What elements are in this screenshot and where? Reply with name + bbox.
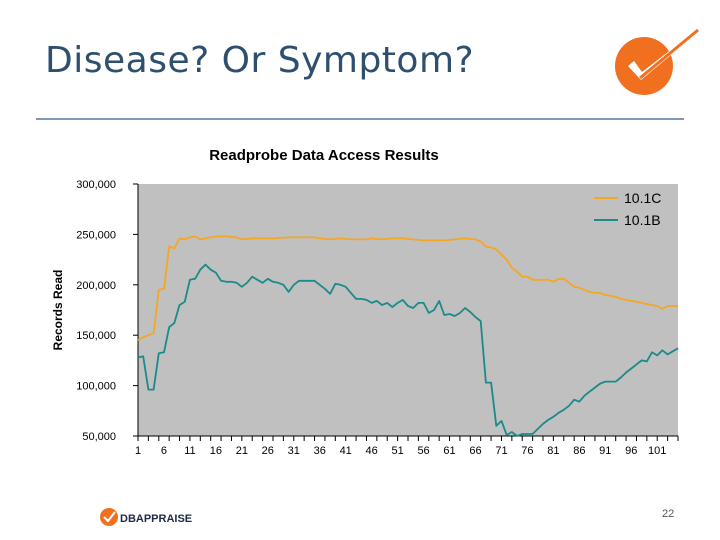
series-line-10-1B (137, 263, 679, 437)
chart-legend: 10.1C 10.1B (594, 190, 661, 228)
x-tick-label: 91 (599, 445, 611, 457)
y-tick-label: 150,000 (76, 330, 116, 342)
y-tick-label: 100,000 (76, 381, 116, 393)
x-tick-label: 16 (210, 445, 222, 457)
x-tick-label: 56 (417, 445, 429, 457)
x-tick-label: 66 (469, 445, 481, 457)
x-tick-label: 96 (625, 445, 637, 457)
y-tick-label: 50,000 (82, 431, 116, 443)
x-tick-label: 71 (495, 445, 507, 457)
axes-group: 50,000 100,000 150,000 200,000 250,000 300,00… (76, 179, 679, 457)
x-tick-label: 61 (443, 445, 455, 457)
x-tick-label: 41 (340, 445, 352, 457)
x-tick-label: 101 (648, 445, 666, 457)
series-line-10-1C (137, 235, 678, 341)
y-tick-label: 200,000 (76, 280, 116, 292)
readprobe-line-chart: Readprobe Data Access Results Records Re… (51, 147, 679, 457)
footer-logo-text: DBAPPRAISE (120, 513, 192, 525)
footer-check-icon (103, 511, 116, 523)
x-tick-label: 21 (236, 445, 248, 457)
x-tick-label: 31 (288, 445, 300, 457)
dbappraise-logo: DBAPPRAISE (100, 508, 192, 526)
series-group (137, 235, 679, 437)
x-tick-label: 81 (547, 445, 559, 457)
page-number: 22 (662, 508, 675, 520)
legend-label: 10.1C (624, 190, 661, 206)
x-tick-label: 86 (573, 445, 585, 457)
plot-area (138, 184, 678, 436)
y-tick-label: 300,000 (76, 179, 116, 191)
x-tick-label: 6 (161, 445, 167, 457)
x-tick-label: 46 (366, 445, 378, 457)
logo-circle (615, 37, 673, 95)
slide-title: Disease? Or Symptom? (45, 40, 475, 81)
legend-label: 10.1B (624, 212, 661, 228)
x-tick-label: 36 (314, 445, 326, 457)
x-tick-label: 76 (521, 445, 533, 457)
footer-logo-icon (100, 508, 118, 526)
y-axis-label: Records Read (51, 270, 65, 351)
x-tick-label: 11 (184, 445, 195, 457)
x-tick-label: 51 (391, 445, 403, 457)
checkmark-logo-icon (615, 28, 699, 95)
x-tick-label: 1 (135, 445, 141, 457)
y-tick-label: 250,000 (76, 229, 116, 241)
chart-title: Readprobe Data Access Results (209, 147, 439, 164)
logo-check-tail (639, 28, 699, 80)
title-divider (36, 118, 684, 120)
x-tick-label: 26 (262, 445, 274, 457)
